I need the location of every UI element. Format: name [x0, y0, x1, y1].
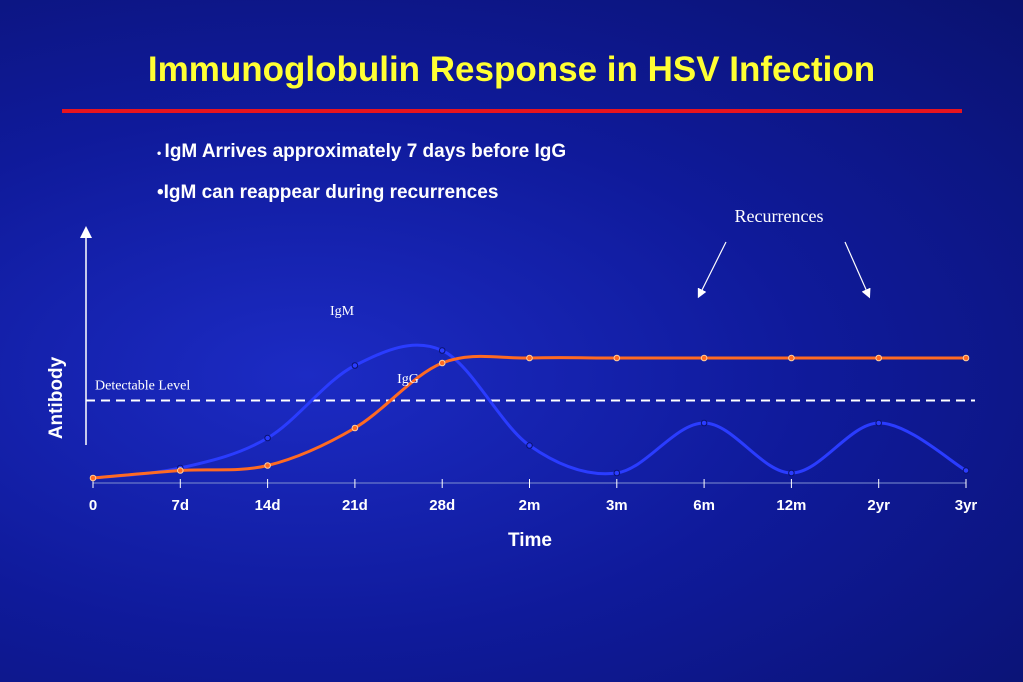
- x-tick-label: 6m: [693, 497, 715, 514]
- data-point: [613, 469, 621, 477]
- x-tick-label: 14d: [255, 497, 281, 514]
- x-tick-label: 0: [89, 497, 97, 514]
- data-point: [613, 354, 621, 362]
- data-point: [700, 419, 708, 427]
- series-line: [92, 354, 966, 480]
- data-point: [875, 419, 883, 427]
- data-point: [264, 462, 271, 469]
- data-point: [875, 354, 883, 362]
- data-point: [788, 469, 795, 477]
- x-tick-label: 3yr: [955, 497, 978, 514]
- data-point: [438, 359, 446, 367]
- bullet-text: IgM Arrives approximately 7 days before …: [164, 141, 567, 162]
- series-line: [92, 343, 967, 480]
- annotation-arrow: [697, 241, 727, 299]
- bullet: • IgM Arrives approximately 7 days befor…: [157, 141, 567, 162]
- data-point: [351, 424, 359, 432]
- data-point: [700, 354, 708, 362]
- y-axis-label: Antibody: [46, 356, 67, 439]
- data-point: [962, 467, 970, 474]
- data-point: [438, 347, 446, 354]
- data-point: [788, 354, 795, 362]
- title-rule: [62, 109, 962, 113]
- series-label: IgG: [397, 372, 419, 387]
- x-tick-label: 28d: [429, 497, 455, 514]
- x-tick-label: 21d: [342, 497, 368, 514]
- bullet-text: IgM can reappear during recurrences: [163, 182, 499, 203]
- detectable-label: Detectable Level: [95, 379, 190, 394]
- x-axis-label: Time: [508, 530, 552, 551]
- x-tick-label: 2yr: [867, 497, 890, 514]
- annotation: Recurrences: [735, 206, 824, 226]
- data-point: [177, 467, 184, 474]
- x-tick-label: 12m: [776, 497, 806, 514]
- slide-title: Immunoglobulin Response in HSV Infection: [147, 50, 876, 89]
- x-tick-label: 2m: [519, 497, 541, 514]
- bullet: •IgM can reappear during recurrences: [157, 182, 499, 203]
- series-label: IgM: [330, 304, 355, 319]
- x-tick-label: 7d: [172, 497, 190, 514]
- data-point: [526, 354, 533, 362]
- data-point: [89, 474, 97, 482]
- data-point: [351, 362, 359, 369]
- data-point: [962, 354, 970, 362]
- data-point: [526, 442, 533, 449]
- x-tick-label: 3m: [606, 497, 628, 514]
- data-point: [264, 434, 271, 442]
- annotation-arrow: [844, 241, 871, 299]
